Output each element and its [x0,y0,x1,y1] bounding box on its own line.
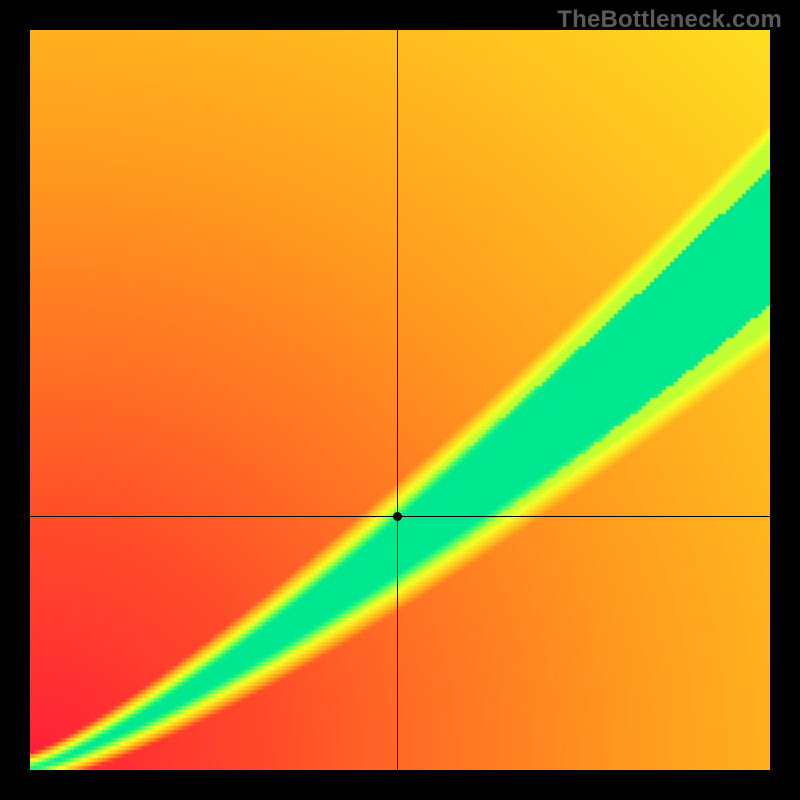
heatmap-canvas [30,30,770,770]
chart-frame: TheBottleneck.com [0,0,800,800]
heatmap-plot [30,30,770,770]
crosshair-vertical [397,30,398,770]
